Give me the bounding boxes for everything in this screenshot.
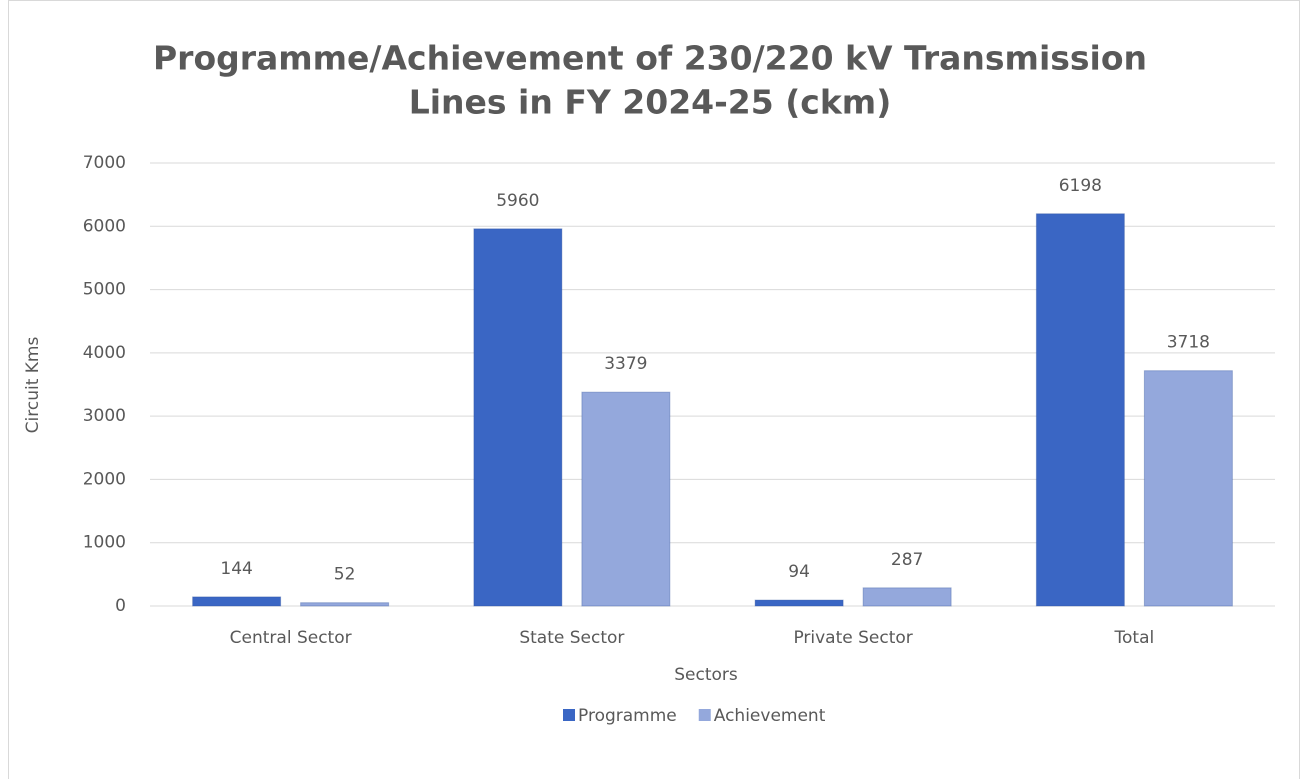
y-tick-label: 1000 [83,533,126,553]
x-tick-label: Private Sector [793,628,912,648]
bar [754,599,844,607]
y-axis-label: Circuit Kms [23,337,43,434]
legend-swatch [563,709,575,721]
chart-title: Programme/Achievement of 230/220 kV Tran… [153,39,1147,78]
bar [1143,370,1233,607]
data-label: 287 [891,550,923,570]
legend-swatch [698,709,711,721]
data-label: 6198 [1059,176,1102,196]
chart-frame [8,0,1300,779]
bar [862,587,952,607]
legend-label: Achievement [714,706,826,726]
y-tick-label: 3000 [83,406,126,426]
y-tick-label: 5000 [83,280,126,300]
data-label: 144 [220,559,252,579]
x-axis-label: Sectors [674,665,738,685]
bar [473,228,563,607]
data-label: 52 [334,565,356,585]
y-tick-label: 7000 [83,153,126,173]
x-tick-label: State Sector [519,628,624,648]
data-label: 94 [788,562,810,582]
data-label: 5960 [496,191,539,211]
y-tick-label: 6000 [83,216,126,236]
data-label: 3718 [1167,333,1210,353]
bar [1035,213,1125,607]
x-tick-label: Central Sector [230,628,352,648]
y-tick-label: 0 [115,596,126,616]
bar [581,391,671,607]
bar [300,602,390,607]
legend-label: Programme [578,706,677,726]
chart-title: Lines in FY 2024-25 (ckm) [409,83,892,122]
y-tick-label: 4000 [83,343,126,363]
y-tick-label: 2000 [83,469,126,489]
bar [192,596,282,607]
x-tick-label: Total [1114,628,1155,648]
data-label: 3379 [604,354,647,374]
